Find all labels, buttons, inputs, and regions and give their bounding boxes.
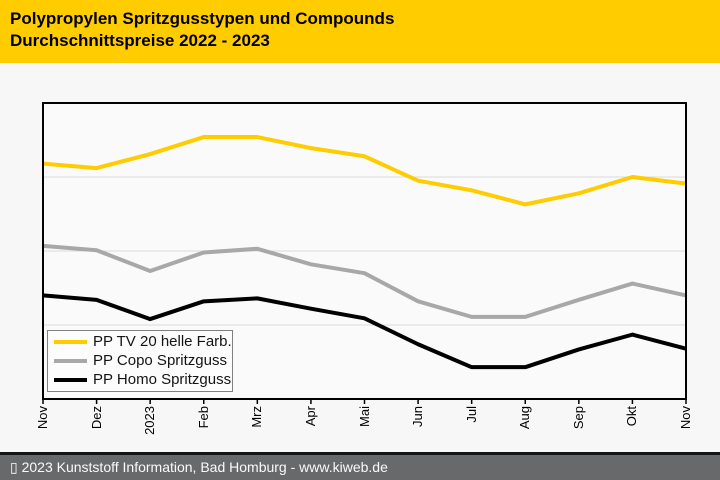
- footer-divider: [0, 452, 720, 455]
- legend-label: PP Copo Spritzguss: [93, 352, 227, 369]
- legend: PP TV 20 helle Farb. PP Copo Spritzguss …: [47, 330, 233, 392]
- series-line-0: [42, 135, 687, 207]
- series-line-1: [42, 243, 687, 319]
- series-line-2: [42, 293, 687, 370]
- legend-swatch-gray-line-icon: [54, 359, 87, 363]
- legend-item: PP Copo Spritzguss: [54, 352, 232, 371]
- legend-swatch-black-line-icon: [54, 377, 87, 382]
- chart-header: Polypropylen Spritzgusstypen und Compoun…: [0, 0, 720, 63]
- chart-title-line-1: Polypropylen Spritzgusstypen und Compoun…: [10, 9, 395, 28]
- chart-title-line-2: Durchschnittspreise 2022 - 2023: [10, 31, 270, 50]
- footer-bar: ▯ 2023 Kunststoff Information, Bad Hombu…: [0, 455, 720, 480]
- legend-item: PP TV 20 helle Farb.: [54, 333, 232, 352]
- footer-copyright-text: ▯ 2023 Kunststoff Information, Bad Hombu…: [10, 459, 388, 475]
- legend-item: PP Homo Spritzguss: [54, 370, 232, 389]
- legend-label: PP Homo Spritzguss: [93, 370, 232, 388]
- legend-label: PP TV 20 helle Farb.: [93, 333, 232, 351]
- legend-swatch-yellow-line-icon: [54, 340, 87, 345]
